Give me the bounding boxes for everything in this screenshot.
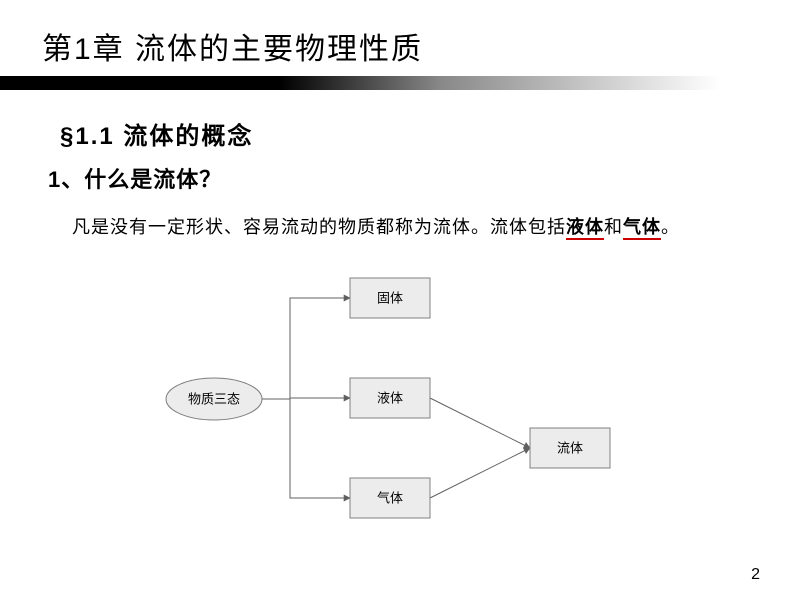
node-label-fluid: 流体 <box>557 441 583 456</box>
node-label-liquid: 液体 <box>377 391 403 406</box>
body-underline-1: 液体 <box>566 217 604 240</box>
flowchart-diagram: 物质三态 固体液体气体 流体 <box>150 260 670 560</box>
edge-liquid-fluid <box>430 398 530 448</box>
chapter-title: 第1章 流体的主要物理性质 <box>42 24 423 68</box>
node-label-gas: 气体 <box>377 491 403 506</box>
body-prefix: 凡是没有一定形状、容易流动的物质都称为流体。流体包括 <box>72 217 566 237</box>
node-label-solid: 固体 <box>377 291 403 306</box>
section-title: §1.1 流体的概念 <box>60 116 253 151</box>
body-text: 凡是没有一定形状、容易流动的物质都称为流体。流体包括液体和气体。 <box>72 214 680 241</box>
page-number: 2 <box>751 566 760 584</box>
body-suffix: 。 <box>661 217 680 237</box>
edge-root-solid <box>262 298 350 399</box>
body-mid: 和 <box>604 217 623 237</box>
edge-gas-fluid <box>430 448 530 498</box>
edge-root-gas <box>262 399 350 498</box>
question-title: 1、什么是流体？ <box>48 162 222 194</box>
title-underline-bar <box>0 76 800 90</box>
slide: 第1章 流体的主要物理性质 §1.1 流体的概念 1、什么是流体？ 凡是没有一定… <box>0 0 800 600</box>
node-label-root: 物质三态 <box>188 392 240 407</box>
body-underline-2: 气体 <box>623 217 661 240</box>
